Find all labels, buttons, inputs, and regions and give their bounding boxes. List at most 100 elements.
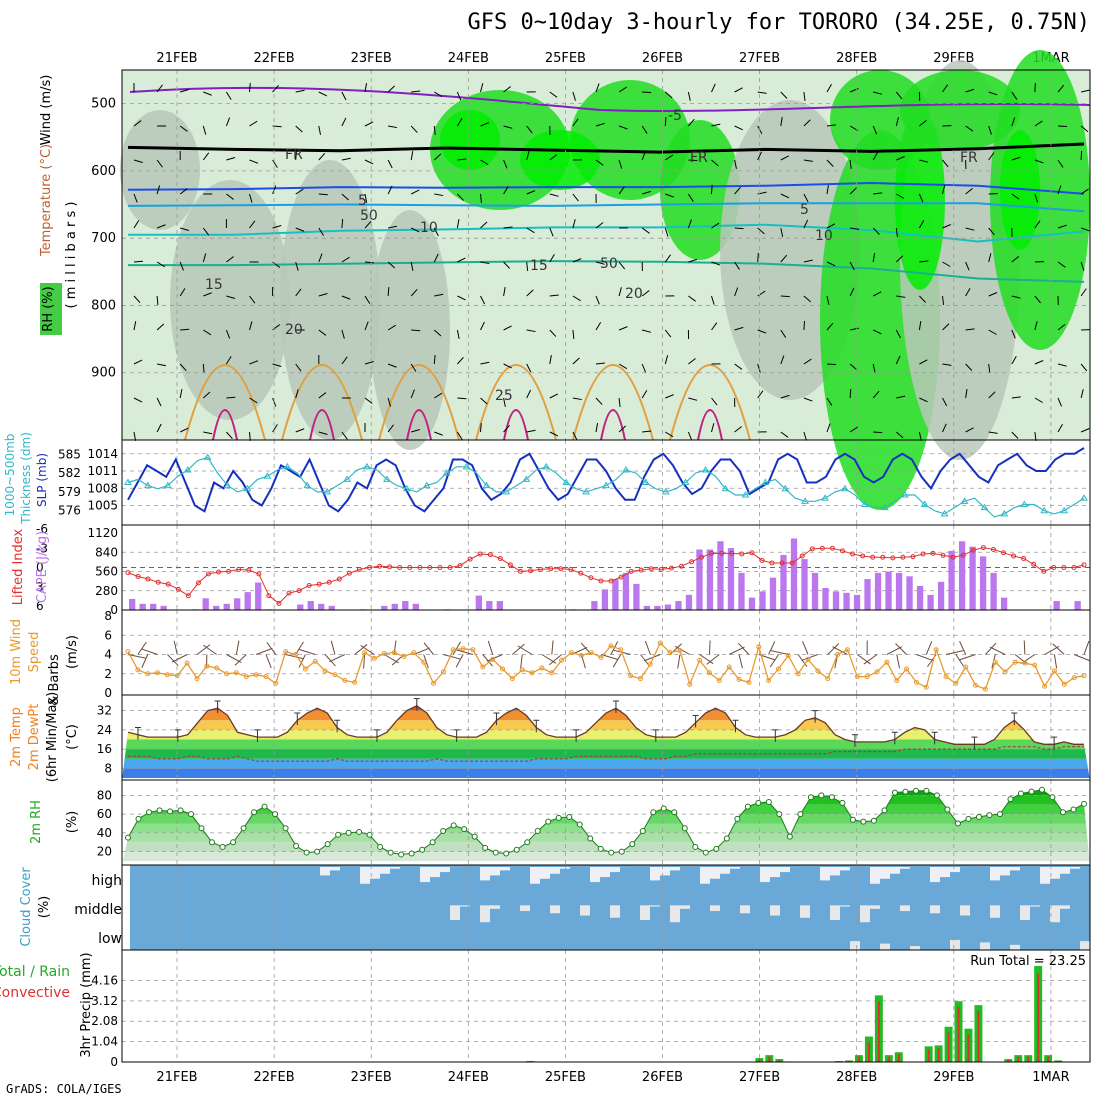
rh-point (335, 831, 342, 838)
wind-barb (988, 363, 991, 373)
temp-band (122, 768, 1090, 778)
cape-bar (895, 572, 903, 610)
wind-barb (133, 295, 141, 304)
lifted-index-point (548, 566, 554, 572)
cloud-gap-high (670, 867, 680, 871)
lifted-index-point (266, 593, 272, 599)
temp-tick: 16 (97, 742, 112, 756)
convective-bar (1007, 1059, 1010, 1062)
wind-speed-point (943, 674, 949, 680)
isotherm-25 (378, 364, 460, 441)
wind-barb (942, 295, 945, 305)
rh-point (744, 803, 751, 810)
wind-barb (988, 431, 998, 434)
wind-barb (133, 397, 143, 403)
wind-barb (641, 125, 648, 134)
wind-barb (202, 152, 210, 161)
cloud-gap-high (380, 867, 390, 874)
cape-bar (412, 603, 419, 610)
wind-speed-point (884, 659, 890, 665)
wind-barb (456, 219, 460, 229)
cloud-cover-label: Cloud Cover (19, 867, 34, 947)
wind-speed-point (608, 643, 614, 649)
lifted-index-point (789, 560, 795, 566)
precip-tick: 2.08 (91, 1014, 118, 1028)
cape-bar (717, 541, 724, 610)
wind-speed-point (194, 676, 200, 682)
wind-barb (919, 295, 927, 303)
wind-speed-point (135, 667, 141, 673)
rh-band (122, 814, 1090, 824)
wind-barb (872, 125, 878, 135)
rh-band (122, 795, 1090, 805)
wind-barb (872, 363, 876, 373)
wind-barb (318, 329, 327, 336)
cloud-gap-low (850, 941, 860, 950)
cape-bar (853, 594, 861, 610)
wind-barb (341, 295, 351, 300)
lifted-index-point (226, 568, 232, 574)
wind-barb (988, 91, 998, 96)
convective-bar (778, 1059, 781, 1062)
wind-barb (226, 295, 236, 299)
wind-tick: 2 (104, 667, 112, 681)
rh-point (356, 828, 363, 835)
rh-point (975, 813, 982, 820)
lifted-index-point (387, 564, 393, 570)
cape-bar (864, 579, 871, 610)
wind-barb (318, 227, 324, 236)
wind-barb (965, 389, 968, 399)
precip-tick: 1.04 (91, 1035, 118, 1049)
wind-barb (642, 190, 651, 195)
lifted-index-point (236, 566, 242, 572)
wind-barb (410, 261, 414, 271)
rh-point (240, 825, 247, 832)
wind-barb (1034, 295, 1041, 304)
wind-barb (179, 427, 189, 433)
wind-barb (757, 91, 767, 94)
lifted-index-point (839, 548, 845, 554)
rh-point (828, 794, 835, 801)
wind-barb (965, 287, 971, 297)
wind-barb (179, 389, 183, 399)
rh-point (650, 809, 657, 816)
thickness-point (1040, 506, 1049, 514)
wind-barb (1011, 431, 1019, 439)
cape-bar (223, 603, 230, 610)
wind-barb (711, 261, 721, 266)
wind-barb (202, 125, 207, 135)
wind-barb (1011, 193, 1020, 200)
rh-tick: 20 (97, 845, 112, 859)
wind-barb (341, 117, 347, 127)
rh-point (965, 815, 972, 822)
wind-barb (180, 89, 189, 93)
wind-speed-point (726, 664, 732, 670)
rh-point (429, 839, 436, 846)
slp-tick: 1008 (87, 481, 118, 495)
rh-point (219, 843, 226, 850)
wind-barb-10m (298, 648, 316, 655)
cloud-gap-mid (960, 905, 970, 916)
rh-band (122, 789, 1090, 796)
wind-barb (826, 124, 836, 127)
wind-barb (434, 431, 443, 436)
wind-barb (157, 363, 167, 367)
wind-barb (456, 118, 463, 127)
cloud-gap-mid (1030, 905, 1040, 907)
wind-barb (249, 295, 256, 304)
wind-barb (572, 357, 580, 365)
wind-barb (387, 261, 396, 269)
cloud-gap-mid (670, 905, 680, 923)
thickness-point (940, 509, 949, 517)
wind-barb (433, 227, 439, 237)
cape-bar (150, 603, 157, 610)
date-label-bottom: 28FEB (836, 1070, 877, 1085)
wind-barb (549, 294, 559, 297)
wind-barb (664, 254, 671, 263)
wind-barb-10m (363, 654, 366, 669)
rh-point (230, 839, 237, 846)
cloud-gap-low (910, 946, 920, 950)
wind-barb (780, 91, 788, 99)
wind-barb (895, 431, 904, 439)
wind-barb-10m (167, 654, 179, 667)
